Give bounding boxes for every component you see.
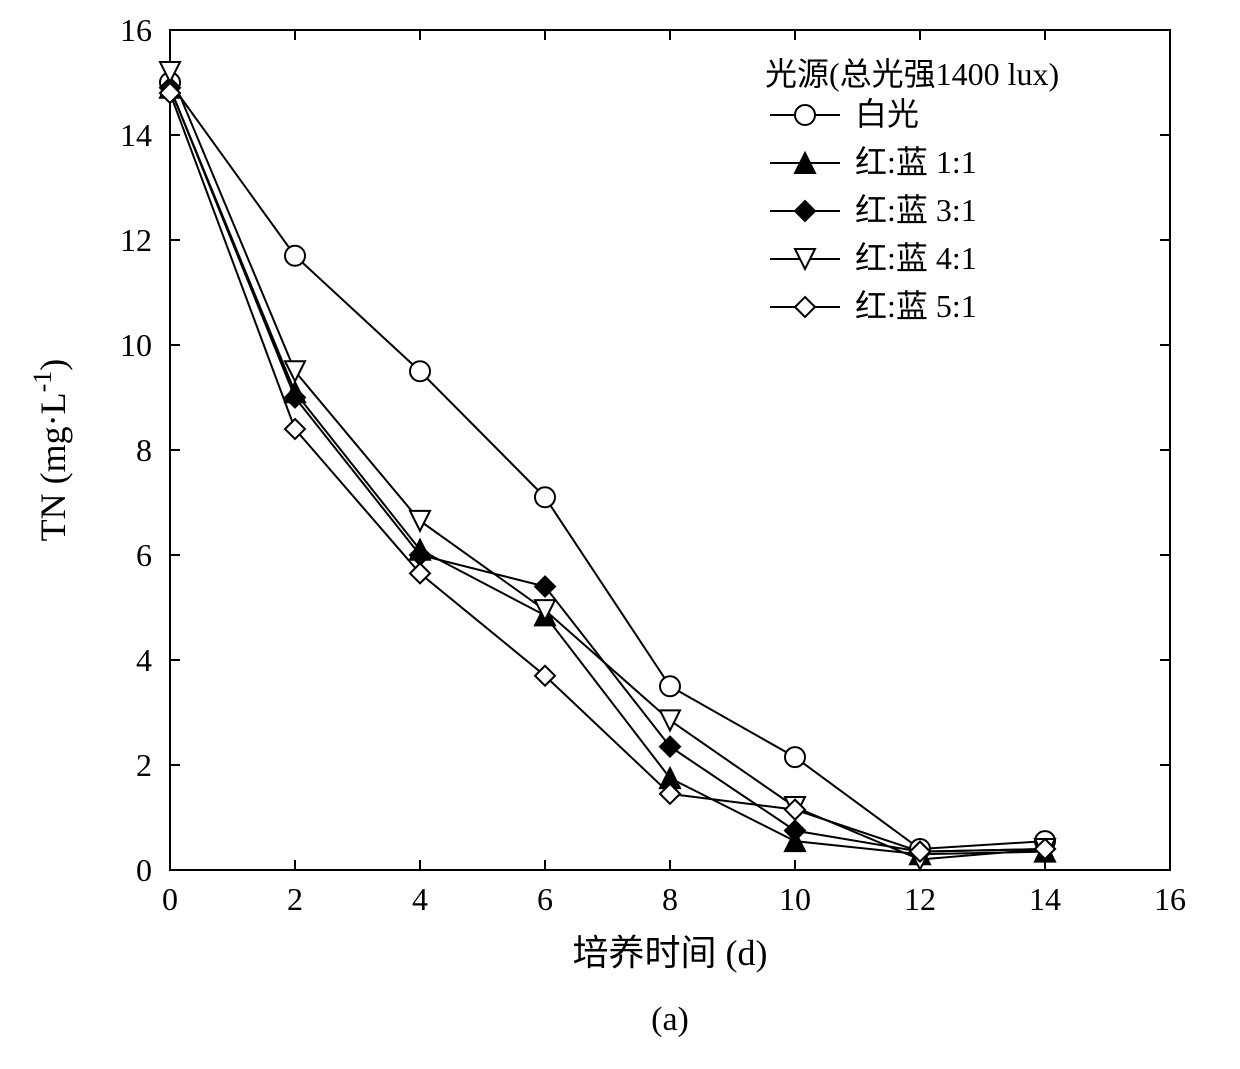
x-tick-label: 8 (662, 881, 678, 917)
y-tick-label: 4 (136, 642, 152, 678)
marker-circle (535, 487, 555, 507)
legend-item-label: 红:蓝 4:1 (855, 240, 977, 276)
marker-diamond (285, 388, 305, 408)
x-tick-label: 0 (162, 881, 178, 917)
y-tick-label: 14 (120, 117, 152, 153)
chart-container: 0 2 4 6 8 10 12 14 16 0 2 4 6 8 10 12 14 16 培养时间 (d) TN (mg… (0, 0, 1240, 1069)
x-tick-label: 12 (904, 881, 936, 917)
x-tick-label: 6 (537, 881, 553, 917)
x-axis-label: 培养时间 (d) (573, 933, 768, 973)
x-tick-label: 10 (779, 881, 811, 917)
series-line (170, 72, 1045, 860)
x-tick-label: 4 (412, 881, 428, 917)
y-tick-label: 6 (136, 537, 152, 573)
marker-diamond (535, 577, 555, 597)
legend-title: 光源(总光强1400 lux) (765, 56, 1059, 92)
y-tick-label: 16 (120, 12, 152, 48)
y-tick-label: 12 (120, 222, 152, 258)
legend-item-label: 白光 (855, 96, 919, 132)
legend-item-label: 红:蓝 5:1 (855, 288, 977, 324)
x-tick-label: 16 (1154, 881, 1186, 917)
subfigure-caption: (a) (651, 1001, 689, 1038)
y-tick-label: 2 (136, 747, 152, 783)
marker-circle (285, 246, 305, 266)
y-tick-label: 0 (136, 852, 152, 888)
marker-triangle-down (660, 710, 680, 730)
marker-circle (785, 747, 805, 767)
y-tick-label: 10 (120, 327, 152, 363)
marker-diamond (795, 201, 815, 221)
y-axis-label: TN (mg·L-1) (28, 359, 74, 542)
marker-circle (795, 105, 815, 125)
legend: 光源(总光强1400 lux) 白光红:蓝 1:1 红:蓝 3:1 红:蓝 4:1 红:… (765, 56, 1059, 324)
y-tick-label: 8 (136, 432, 152, 468)
marker-circle (410, 361, 430, 381)
tn-line-chart: 0 2 4 6 8 10 12 14 16 0 2 4 6 8 10 12 14 16 培养时间 (d) TN (mg… (0, 0, 1240, 1069)
marker-diamond (660, 737, 680, 757)
marker-circle (660, 676, 680, 696)
x-tick-label: 2 (287, 881, 303, 917)
marker-diamond (795, 297, 815, 317)
x-tick-label: 14 (1029, 881, 1061, 917)
marker-triangle-down (410, 511, 430, 531)
legend-item-label: 红:蓝 3:1 (855, 192, 977, 228)
legend-item-label: 红:蓝 1:1 (855, 144, 977, 180)
